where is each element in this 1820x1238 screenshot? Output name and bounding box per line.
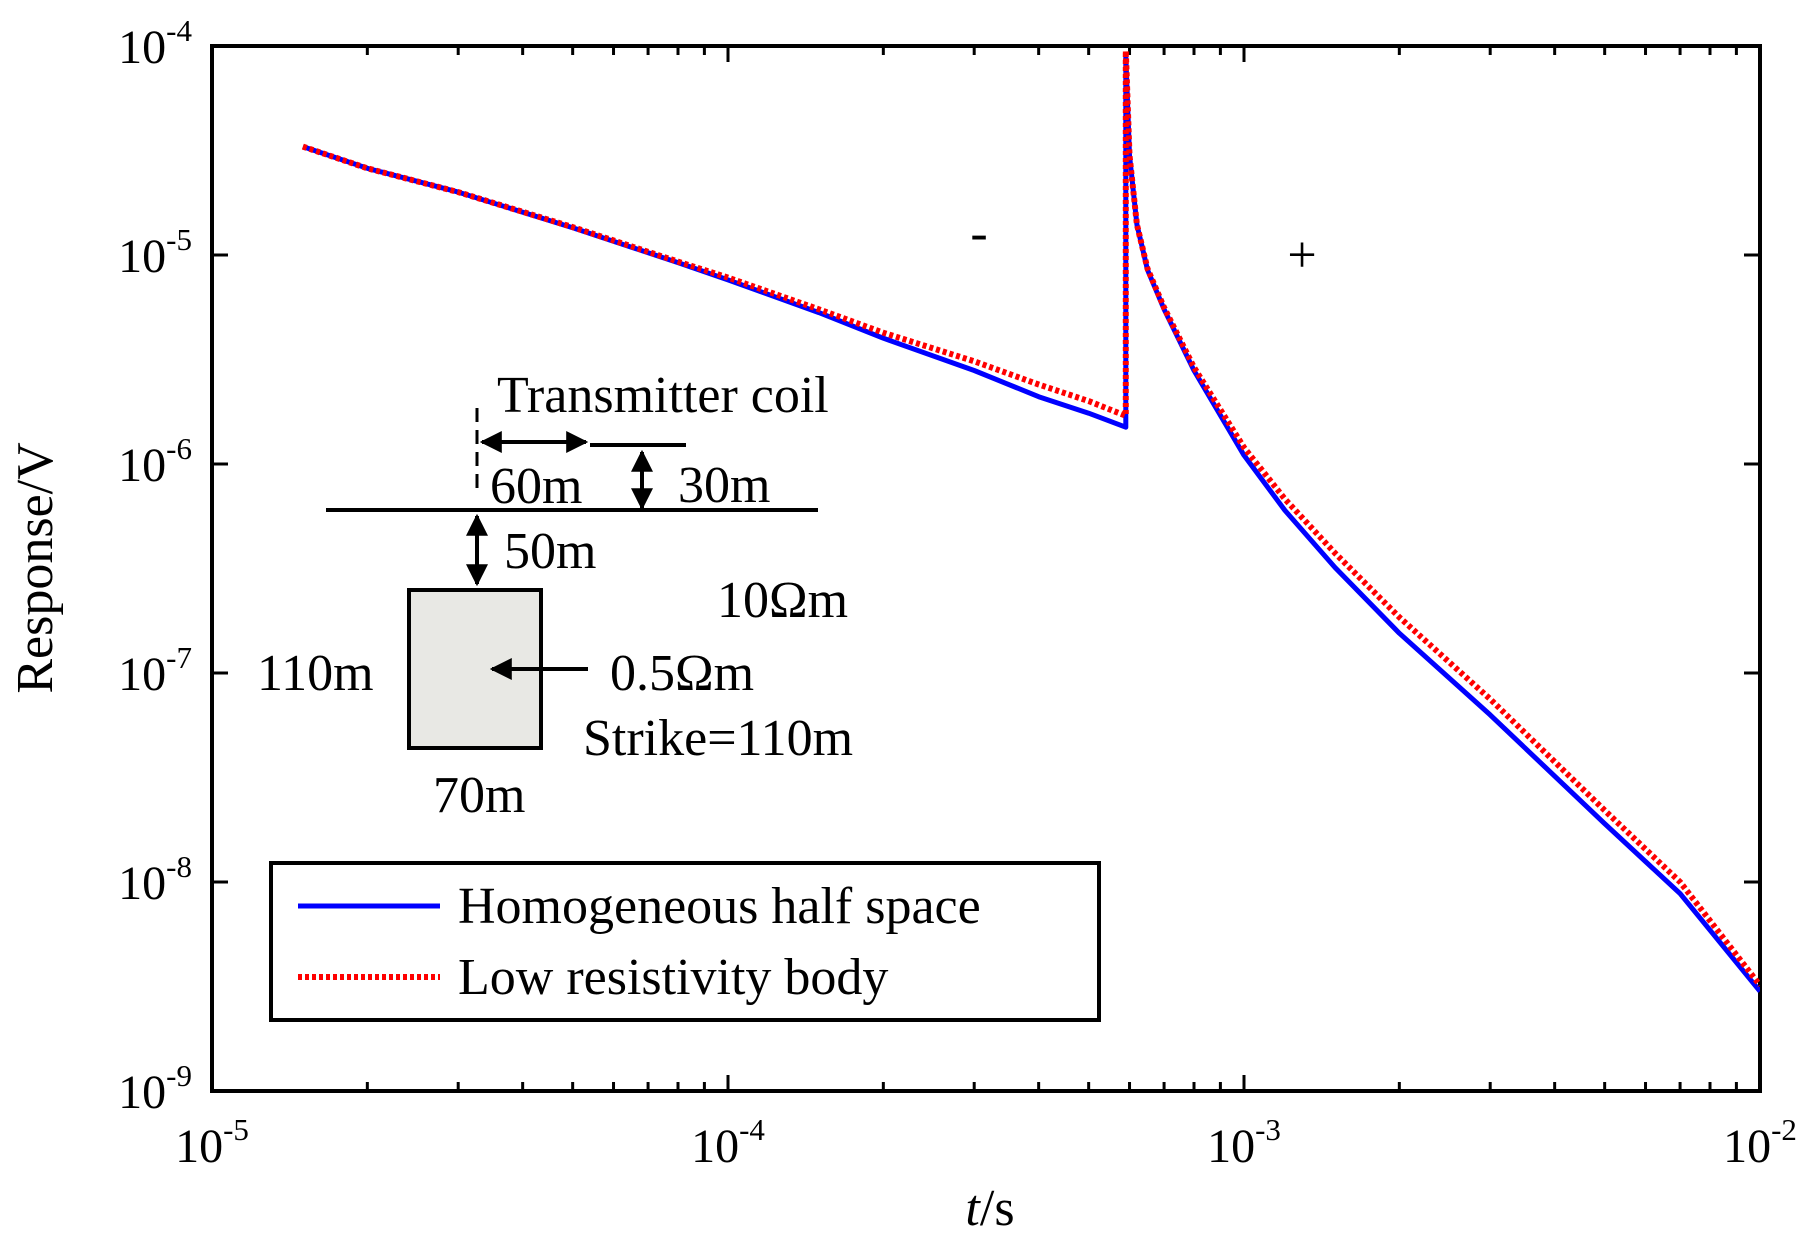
axis-ticks [210, 46, 1760, 1091]
y-tick-label: 10-9 [118, 1058, 192, 1119]
negative-sign-annotation: - [970, 205, 987, 262]
body-height-label: 110m [257, 645, 374, 702]
y-tick-label: 10-8 [118, 849, 192, 910]
y-axis-tick-labels: 10-9 10-8 10-7 10-6 10-5 10-4 [118, 13, 192, 1119]
x-axis-title: t/s [965, 1180, 1014, 1237]
x-tick-label: 10-2 [1723, 1112, 1797, 1173]
y-axis-title: Response/V [7, 442, 64, 693]
strike-label: Strike=110m [583, 710, 853, 767]
coil-height-label: 30m [678, 457, 770, 514]
model-inset: Transmitter coil 60m 30m 50m 10Ωm 110m 0… [257, 367, 853, 824]
host-resistivity-label: 10Ωm [717, 572, 848, 629]
x-axis-title-unit: /s [980, 1180, 1015, 1237]
legend-label-low-resistivity: Low resistivity body [458, 949, 888, 1006]
positive-sign-annotation: + [1287, 227, 1316, 284]
depth-label: 50m [504, 523, 596, 580]
y-tick-label: 10-5 [118, 222, 192, 283]
series-line-low-resistivity-body [301, 47, 1760, 988]
offset-label: 60m [490, 458, 582, 515]
y-tick-label: 10-4 [118, 13, 192, 74]
x-tick-label: 10-3 [1207, 1112, 1281, 1173]
data-series [301, 47, 1760, 993]
legend-box [269, 861, 1101, 1022]
legend: Homogeneous half space Low resistivity b… [269, 861, 1101, 1022]
x-tick-label: 10-4 [691, 1112, 765, 1173]
body-width-label: 70m [433, 767, 525, 824]
transmitter-coil-label: Transmitter coil [497, 367, 829, 424]
x-axis-title-var: t [965, 1180, 981, 1237]
y-tick-label: 10-7 [118, 640, 192, 701]
y-tick-label: 10-6 [118, 431, 192, 492]
body-resistivity-label: 0.5Ωm [610, 645, 754, 702]
plot-area-frame [210, 44, 1762, 1093]
legend-label-homogeneous: Homogeneous half space [458, 878, 981, 935]
x-tick-label: 10-5 [175, 1112, 249, 1173]
x-axis-tick-labels: 10-5 10-4 10-3 10-2 [175, 1112, 1797, 1173]
